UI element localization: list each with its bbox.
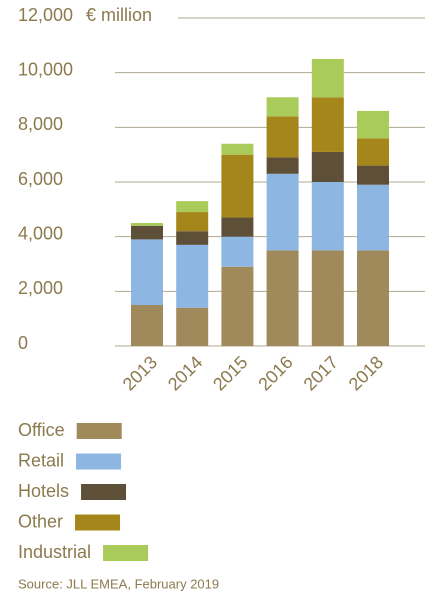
- legend-label: Retail: [18, 450, 64, 470]
- legend-label: Industrial: [18, 542, 91, 562]
- bar-segment: [131, 225, 163, 240]
- bar-segment: [176, 231, 209, 245]
- y-axis-label: € million: [86, 5, 152, 25]
- bar-segment: [221, 143, 254, 155]
- bar-segment: [311, 59, 344, 98]
- bar-segment: [176, 201, 209, 213]
- x-tick-label: 2014: [164, 352, 206, 394]
- bar-segment: [176, 244, 209, 308]
- legend-label: Hotels: [18, 481, 69, 501]
- y-tick-label: 8,000: [18, 114, 63, 134]
- bar-segment: [311, 182, 344, 251]
- bar-segment: [266, 97, 299, 117]
- y-tick-label: 0: [18, 333, 28, 353]
- y-tick-label: 10,000: [18, 59, 73, 79]
- x-tick-label: 2017: [300, 352, 342, 394]
- bar-segment: [221, 236, 254, 267]
- bar-segment: [176, 212, 209, 232]
- x-tick-label: 2013: [119, 352, 161, 394]
- bar-segment: [357, 250, 389, 346]
- bar-segment: [131, 223, 163, 226]
- bar-segment: [357, 110, 389, 139]
- x-tick-label: 2018: [345, 352, 387, 394]
- y-tick-label: 6,000: [18, 169, 63, 189]
- bar-segment: [266, 116, 299, 158]
- bar-segment: [311, 97, 344, 152]
- x-tick-label: 2015: [209, 352, 251, 394]
- bar-segment: [357, 138, 389, 166]
- bar-segment: [311, 151, 344, 182]
- x-tick-label: 2016: [254, 352, 296, 394]
- bar-segment: [131, 239, 163, 305]
- y-tick-label: 12,000: [18, 5, 73, 25]
- y-tick-label: 4,000: [18, 223, 63, 243]
- legend-swatch: [76, 453, 122, 470]
- legend-label: Office: [18, 420, 65, 440]
- legend-swatch: [103, 545, 149, 561]
- bar-segment: [266, 250, 299, 346]
- bar-segment: [131, 305, 163, 346]
- bar-segment: [266, 157, 299, 174]
- legend-label: Other: [18, 511, 63, 531]
- bar-segment: [221, 217, 254, 237]
- bar-segment: [221, 154, 254, 218]
- bar-segment: [221, 266, 254, 346]
- bar-segment: [357, 184, 389, 251]
- source: Source: JLL EMEA, February 2019: [18, 576, 219, 591]
- bar-segment: [311, 250, 344, 346]
- bar-segment: [266, 173, 299, 251]
- y-tick-label: 2,000: [18, 278, 63, 298]
- legend-swatch: [81, 484, 127, 500]
- bar-segment: [176, 307, 209, 346]
- legend-swatch: [75, 514, 121, 531]
- bar-segment: [357, 165, 389, 185]
- legend-swatch: [76, 423, 122, 439]
